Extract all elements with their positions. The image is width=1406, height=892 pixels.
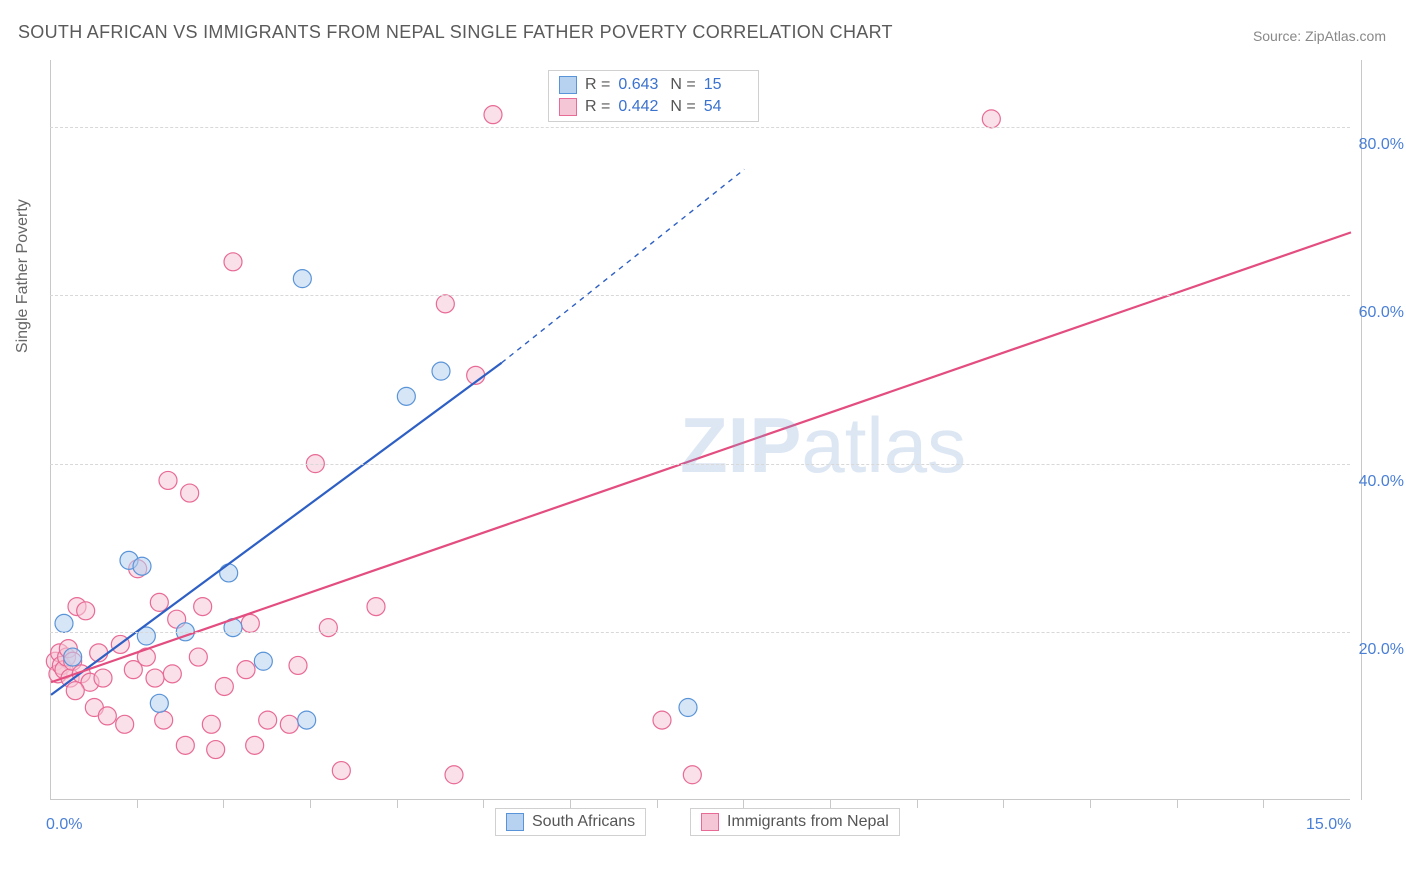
regression-line xyxy=(51,232,1351,682)
x-tick-label: 0.0% xyxy=(46,816,82,834)
gridline xyxy=(50,127,1350,128)
data-point xyxy=(432,362,450,380)
data-point xyxy=(116,715,134,733)
data-point xyxy=(150,694,168,712)
legend-label: Immigrants from Nepal xyxy=(727,813,889,831)
source-credit: Source: ZipAtlas.com xyxy=(1253,28,1386,44)
y-axis-label: Single Father Poverty xyxy=(14,199,32,353)
x-tick xyxy=(830,800,831,808)
data-point xyxy=(155,711,173,729)
source-value: ZipAtlas.com xyxy=(1305,28,1386,44)
x-tick xyxy=(1263,800,1264,808)
data-point xyxy=(176,736,194,754)
stat-n-label: N = xyxy=(670,76,695,94)
data-point xyxy=(367,598,385,616)
data-point xyxy=(94,669,112,687)
data-point xyxy=(202,715,220,733)
stat-r-value: 0.643 xyxy=(618,76,662,94)
x-tick xyxy=(743,800,744,808)
data-point xyxy=(98,707,116,725)
data-point xyxy=(163,665,181,683)
data-point xyxy=(246,736,264,754)
gridline xyxy=(50,464,1350,465)
y-tick-label: 20.0% xyxy=(1359,641,1404,659)
data-point xyxy=(194,598,212,616)
data-point xyxy=(436,295,454,313)
legend-item: South Africans xyxy=(495,808,646,836)
data-point xyxy=(150,593,168,611)
data-point xyxy=(259,711,277,729)
x-tick xyxy=(483,800,484,808)
data-point xyxy=(133,557,151,575)
data-point xyxy=(445,766,463,784)
x-tick xyxy=(1003,800,1004,808)
data-point xyxy=(298,711,316,729)
gridline xyxy=(50,295,1350,296)
data-point xyxy=(241,614,259,632)
legend-swatch xyxy=(559,98,577,116)
legend-item: Immigrants from Nepal xyxy=(690,808,900,836)
x-tick xyxy=(137,800,138,808)
legend-swatch xyxy=(701,813,719,831)
data-point xyxy=(66,682,84,700)
data-point xyxy=(215,677,233,695)
x-tick xyxy=(1090,800,1091,808)
data-point xyxy=(77,602,95,620)
data-point xyxy=(189,648,207,666)
x-tick xyxy=(657,800,658,808)
legend-label: South Africans xyxy=(532,813,635,831)
gridline xyxy=(50,632,1350,633)
x-tick xyxy=(397,800,398,808)
regression-line-dashed xyxy=(502,169,745,362)
data-point xyxy=(254,652,272,670)
stat-r-value: 0.442 xyxy=(618,98,662,116)
data-point xyxy=(484,106,502,124)
stats-legend: R = 0.643 N = 15 R = 0.442 N = 54 xyxy=(548,70,759,122)
data-point xyxy=(55,614,73,632)
y-tick-label: 40.0% xyxy=(1359,473,1404,491)
x-tick xyxy=(223,800,224,808)
stats-legend-row: R = 0.442 N = 54 xyxy=(559,97,748,117)
stat-n-value: 54 xyxy=(704,98,748,116)
x-tick-label: 15.0% xyxy=(1306,816,1351,834)
x-tick xyxy=(570,800,571,808)
data-point xyxy=(319,619,337,637)
data-point xyxy=(332,762,350,780)
data-point xyxy=(224,253,242,271)
data-point xyxy=(207,741,225,759)
y-tick-label: 60.0% xyxy=(1359,304,1404,322)
source-label: Source: xyxy=(1253,28,1301,44)
x-tick xyxy=(310,800,311,808)
stats-legend-row: R = 0.643 N = 15 xyxy=(559,75,748,95)
data-point xyxy=(159,471,177,489)
data-point xyxy=(181,484,199,502)
legend-swatch xyxy=(559,76,577,94)
data-point xyxy=(683,766,701,784)
x-tick xyxy=(917,800,918,808)
data-point xyxy=(146,669,164,687)
stat-r-label: R = xyxy=(585,76,610,94)
chart-title: SOUTH AFRICAN VS IMMIGRANTS FROM NEPAL S… xyxy=(18,22,893,43)
stat-r-label: R = xyxy=(585,98,610,116)
data-point xyxy=(982,110,1000,128)
data-point xyxy=(653,711,671,729)
y-tick-label: 80.0% xyxy=(1359,136,1404,154)
data-point xyxy=(64,648,82,666)
x-tick xyxy=(1177,800,1178,808)
scatter-svg xyxy=(51,60,1351,800)
regression-line xyxy=(51,363,502,695)
data-point xyxy=(220,564,238,582)
legend-swatch xyxy=(506,813,524,831)
data-point xyxy=(280,715,298,733)
data-point xyxy=(289,656,307,674)
right-axis-line xyxy=(1361,60,1362,800)
stat-n-label: N = xyxy=(670,98,695,116)
stat-n-value: 15 xyxy=(704,76,748,94)
data-point xyxy=(293,270,311,288)
data-point xyxy=(679,699,697,717)
data-point xyxy=(397,387,415,405)
plot-area xyxy=(50,60,1350,800)
data-point xyxy=(237,661,255,679)
